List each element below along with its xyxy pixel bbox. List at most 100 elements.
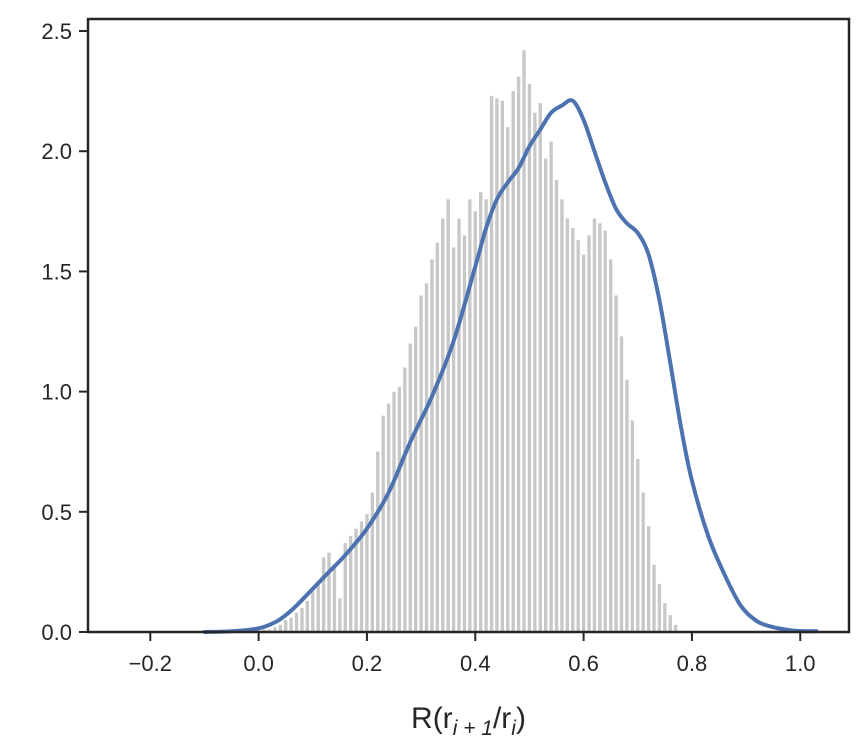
histogram-bar [489,95,494,633]
histogram-bar [397,386,402,632]
histogram-bar [343,543,347,632]
plot-frame [86,17,851,634]
histogram-bar [289,617,293,632]
histogram-bar [636,458,640,632]
histogram-bar [646,526,651,632]
histogram-bar [668,615,672,632]
x-axis-label-subscript: i [511,717,517,740]
histogram-bar [625,379,629,632]
histogram-bar [311,591,315,632]
histogram-bar [403,367,407,632]
histogram-bar [424,283,429,632]
x-tick-label: 0.2 [352,651,383,676]
histogram-bar [300,607,304,632]
histogram-bar [516,76,521,632]
histogram-bar [506,127,510,633]
y-ticks: 0.0 0.5 1.0 1.5 2.0 2.5 [41,19,88,645]
x-tick-label: 1.0 [785,651,816,676]
histogram-bar [284,619,288,632]
histogram-bar [674,624,678,632]
histogram-bar [354,528,358,632]
y-tick-label: 2.5 [41,19,72,44]
axes-frame [86,17,851,634]
histogram-bar [365,514,369,632]
histogram-bar [294,612,299,632]
histogram-bar [332,567,337,632]
histogram-bar [349,535,353,632]
histogram-bar [571,228,575,632]
x-axis-label: R(ri + 1/ri) [411,702,526,740]
histogram-bar [414,326,418,632]
histogram-bar [495,98,499,632]
histogram-bar [538,103,542,632]
histogram-bar [316,581,320,632]
histogram-bar [603,230,607,633]
histogram-bar [527,83,532,632]
histogram-bar [641,492,645,632]
histogram-bar [451,247,456,632]
x-ticks: −0.2 0.0 0.2 0.4 0.6 0.8 1.0 [129,632,816,676]
y-tick-label: 0.0 [41,620,72,645]
histogram-bar [663,603,667,632]
histogram-bar [576,240,580,632]
histogram-bar [630,420,635,632]
y-tick-label: 2.0 [41,139,72,164]
y-tick-label: 1.0 [41,380,72,405]
histogram-bar [462,235,467,632]
histogram-bar [370,492,375,632]
histogram-bar [511,91,515,633]
histogram-bar [549,141,553,632]
histogram-bar [522,50,526,632]
histogram-bar [565,218,570,632]
histogram-bar [560,199,564,633]
histogram-bar [408,343,412,632]
x-axis-label-text: R(r [411,702,453,735]
x-axis-label-text: /r [493,702,511,735]
histogram-bar [376,451,380,632]
kde-line [202,98,819,634]
x-tick-label: 0.0 [243,651,274,676]
histogram-bar [305,600,310,632]
histogram-bar [652,564,656,632]
histogram-bar [544,158,548,632]
x-axis-label-text: ) [516,702,526,735]
y-tick-label: 0.5 [41,500,72,525]
x-axis-label-subscript: i + 1 [453,717,493,740]
x-tick-label: −0.2 [129,651,172,676]
histogram-bar [386,403,391,632]
histogram-bar [500,100,505,633]
x-tick-label: 0.8 [677,651,708,676]
histogram-bar [619,336,624,632]
histogram-bar [614,295,618,632]
histogram-bar [430,259,434,632]
histogram-bar [468,199,472,633]
histogram-bar [392,391,396,632]
y-tick-label: 1.5 [41,259,72,284]
histogram-bar [473,211,477,632]
histogram-bar [598,223,602,632]
kde-layer [202,98,819,634]
histogram-bar [278,624,282,632]
histogram-bar [657,583,662,632]
histogram-bar [435,242,440,632]
histogram-bar [554,180,559,632]
histogram-bar [359,521,364,632]
histogram-bar [441,218,445,632]
histogram-bar [327,552,331,632]
histogram-bar [587,235,591,632]
histogram-bar [457,218,461,632]
histogram-bar [338,598,342,632]
histogram-bar [273,627,277,632]
histogram-bar [479,192,483,632]
histogram-bar [609,259,613,632]
histogram-bar [592,218,597,632]
histogram-bar [484,199,488,633]
histogram-bar [581,254,586,632]
histogram-bar [321,557,326,632]
histogram-bar [419,295,423,632]
histogram-bar [381,415,385,632]
histogram-bar [446,199,450,633]
x-tick-label: 0.4 [460,651,491,676]
x-tick-label: 0.6 [568,651,599,676]
